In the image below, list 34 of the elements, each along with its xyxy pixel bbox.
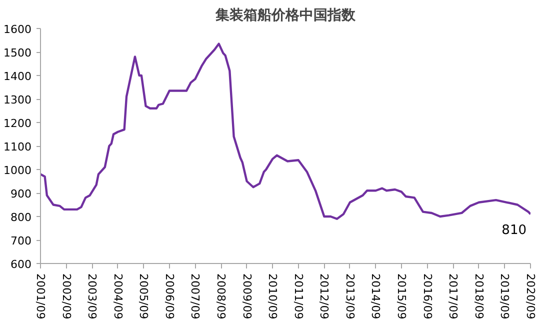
x-tick-label: 2004/09 — [111, 274, 124, 320]
chart-title: 集装箱船价格中国指数 — [214, 8, 356, 24]
x-tick-label: 2009/09 — [240, 274, 254, 320]
x-tick-label: 2007/09 — [188, 274, 202, 320]
y-tick-label: 1400 — [4, 70, 32, 83]
x-tick-label: 2017/09 — [446, 274, 460, 320]
y-tick-label: 1500 — [4, 46, 32, 60]
x-tick-label: 2008/09 — [214, 274, 228, 320]
line-series — [40, 42, 530, 220]
y-tick-label: 700 — [10, 234, 32, 248]
x-tick-label: 2018/09 — [472, 274, 486, 320]
y-tick-label: 1200 — [4, 117, 32, 130]
y-tick-label: 900 — [10, 188, 32, 200]
x-tick-label: 2012/09 — [318, 274, 331, 320]
x-tick-label: 2010/09 — [266, 274, 280, 320]
y-tick-label: 1300 — [4, 94, 32, 106]
y-tick-label: 800 — [10, 211, 32, 224]
x-tick-label: 2006/09 — [162, 274, 176, 320]
x-tick-label: 2020/09 — [524, 274, 537, 320]
x-tick-label: 2019/09 — [498, 274, 512, 320]
x-tick-label: 2016/09 — [420, 274, 434, 320]
y-tick-label: 1600 — [4, 23, 32, 36]
x-tick-label: 2015/09 — [395, 274, 408, 320]
x-tick-label: 2013/09 — [343, 274, 356, 320]
y-tick-label: 1100 — [4, 140, 32, 154]
x-tick-label: 2011/09 — [292, 274, 305, 320]
annotation: 810 — [502, 223, 527, 238]
x-tick-label: 2002/09 — [60, 274, 73, 320]
x-tick-label: 2003/09 — [86, 274, 99, 320]
x-tick-label: 2001/09 — [34, 274, 47, 320]
y-tick-label: 1000 — [4, 164, 32, 177]
y-tick-label: 600 — [10, 258, 32, 271]
x-tick-label: 2005/09 — [137, 274, 150, 320]
x-tick-label: 2014/09 — [369, 274, 382, 320]
